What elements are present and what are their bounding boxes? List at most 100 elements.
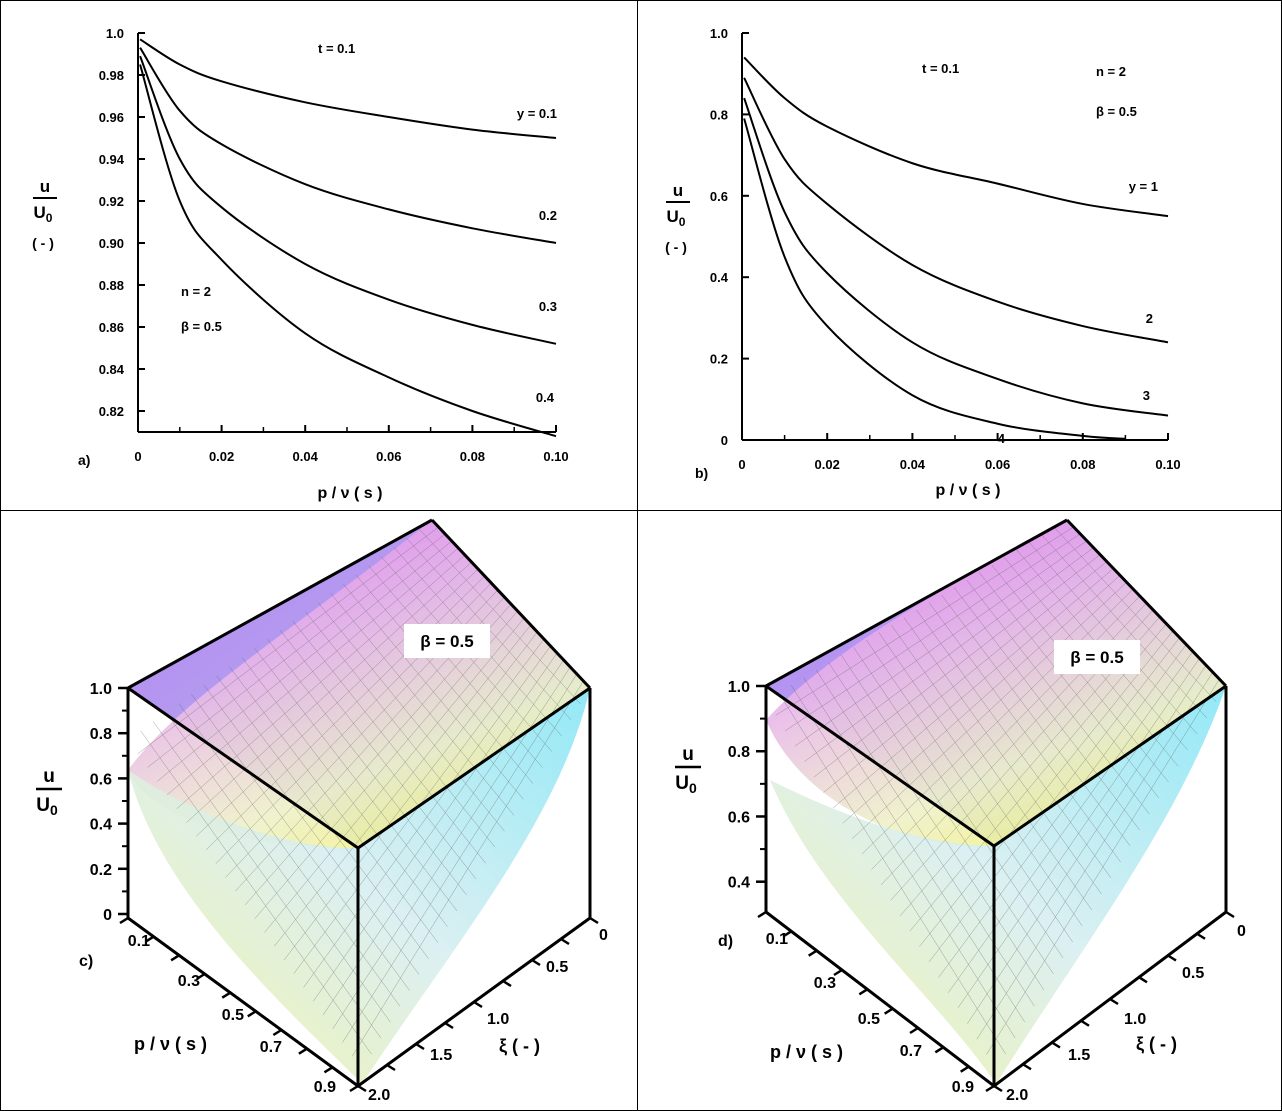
z-tick-label: 0.2	[90, 862, 112, 879]
y-tick-label: 1.5	[1068, 1047, 1090, 1064]
y-tick	[1109, 997, 1119, 1006]
x-tick	[782, 930, 792, 938]
chart-panel-a: 0.82 0.84 0.86 0.88 0.90 0.92 0.94 0.96 0.98 1.0 0…	[32, 26, 569, 502]
x-tick-label: 0.10	[543, 449, 568, 464]
y-label-numerator: u	[40, 177, 50, 196]
series-line	[139, 47, 557, 244]
series-line	[743, 77, 1169, 344]
y-tick	[531, 958, 541, 967]
z-label-den-sub: 0	[50, 802, 58, 818]
panel-label: c)	[79, 953, 93, 970]
z-tick-label: 1.0	[728, 679, 750, 696]
x-tick-label: 0.5	[222, 1007, 244, 1024]
x-tick-label: 0.1	[128, 933, 150, 950]
series-label: 0.3	[539, 299, 557, 314]
chart-annotation: β = 0.5	[1070, 648, 1123, 667]
y-tick	[357, 1084, 367, 1093]
y-tick	[502, 979, 512, 988]
series-line	[139, 38, 557, 139]
chart-panel-b: 0 0.2 0.4 0.6 0.8 1.0 0 0.02 0.04 0.06 0.08 0.10 y =…	[665, 26, 1181, 499]
x-tick-label: 0.06	[985, 457, 1010, 472]
z-tick-label: 0	[103, 907, 112, 924]
x-tick-label: 0.3	[814, 975, 836, 992]
annotation-box	[404, 624, 490, 658]
y-tick-label: 0	[721, 433, 728, 448]
y-label-den-sub: 0	[46, 211, 53, 225]
surface-d	[766, 520, 1226, 1084]
z-tick-label: 0.6	[728, 809, 750, 826]
y-tick	[444, 1021, 454, 1030]
x-tick-label: 0.5	[858, 1011, 880, 1028]
x-tick	[858, 988, 868, 996]
series-line	[139, 64, 557, 438]
box-c-edges	[126, 518, 592, 1088]
y-tick	[1080, 1019, 1090, 1027]
y-tick	[993, 1084, 1003, 1093]
y-tick-label: 0.98	[99, 68, 124, 83]
z-tick-label: 0.8	[728, 744, 750, 761]
mesh-line	[419, 528, 581, 705]
y-tick-label: 0	[599, 927, 608, 944]
z-label-numerator: u	[43, 766, 55, 787]
x-tick-label: 0.9	[952, 1079, 974, 1096]
surface-panel-d: 0.4 0.6 0.8 1.0 0.1 0.3 0.5 0.7 0.9 0 0.5 1.0 1.5 2.0…	[675, 518, 1246, 1104]
y-axis-label: ξ ( - )	[499, 1036, 540, 1057]
y-tick	[1225, 910, 1235, 919]
z-tick-label: 0.8	[90, 726, 112, 743]
x-tick	[144, 935, 155, 943]
z-tick-label: 0.4	[728, 875, 750, 892]
series-label: 2	[1146, 311, 1153, 326]
z-tick-label: 0.6	[90, 771, 112, 788]
series-label: 3	[1143, 388, 1150, 403]
series-line	[139, 55, 557, 345]
x-tick	[196, 972, 206, 981]
x-tick-label: 0.02	[209, 449, 234, 464]
x-tick	[757, 910, 767, 919]
y-tick-label: 0.2	[710, 352, 728, 367]
series-label: y = 0.1	[517, 106, 557, 121]
y-tick	[473, 1000, 483, 1009]
x-tick	[985, 1084, 995, 1093]
x-tick	[298, 1047, 308, 1055]
y-tick-label: 0.94	[99, 152, 125, 167]
mesh-line	[986, 678, 1220, 1055]
surface-d-front-face	[770, 686, 1226, 1084]
z-label-den-sub: 0	[689, 780, 697, 796]
annotation-box	[1054, 640, 1140, 674]
mesh-line	[957, 658, 1200, 1009]
y-tick	[1051, 1041, 1061, 1049]
y-label-unit: ( - )	[665, 239, 687, 255]
x-tick-label: 0.08	[460, 449, 485, 464]
x-tick-label: 0.3	[178, 973, 200, 990]
y-tick-label: 0	[1237, 923, 1246, 940]
series-label: 0.2	[539, 208, 557, 223]
y-tick-label: 0.8	[710, 107, 728, 122]
y-label-denominator: U0	[667, 207, 686, 229]
y-tick	[386, 1063, 396, 1072]
chart-annotation: β = 0.5	[1096, 104, 1137, 119]
y-tick	[1196, 932, 1206, 940]
x-tick	[170, 954, 180, 962]
x-tick-label: 0.1	[766, 931, 788, 948]
x-tick	[833, 968, 843, 977]
x-axis-label: p / ν ( s )	[770, 1042, 843, 1062]
x-tick-label: 0.7	[900, 1043, 922, 1060]
chart-annotation: n = 2	[181, 284, 211, 299]
x-tick-label: 0	[738, 457, 745, 472]
x-tick	[272, 1028, 282, 1037]
mesh-line	[1041, 534, 1208, 719]
y-tick-label: 0.82	[99, 404, 124, 419]
panel-label: d)	[718, 933, 733, 950]
series-line	[743, 56, 1169, 218]
mesh-line	[1029, 542, 1198, 735]
y-tick	[589, 916, 599, 925]
x-tick	[221, 991, 231, 999]
y-tick	[1138, 976, 1148, 984]
chart-annotation: n = 2	[1096, 64, 1126, 79]
chart-annotation: β = 0.5	[420, 632, 473, 651]
z-tick-label: 1.0	[90, 681, 112, 698]
series-line	[743, 118, 1126, 440]
mesh-line	[976, 672, 1213, 1040]
y-label-unit: ( - )	[32, 235, 54, 251]
y-tick-label: 0.90	[99, 236, 124, 251]
